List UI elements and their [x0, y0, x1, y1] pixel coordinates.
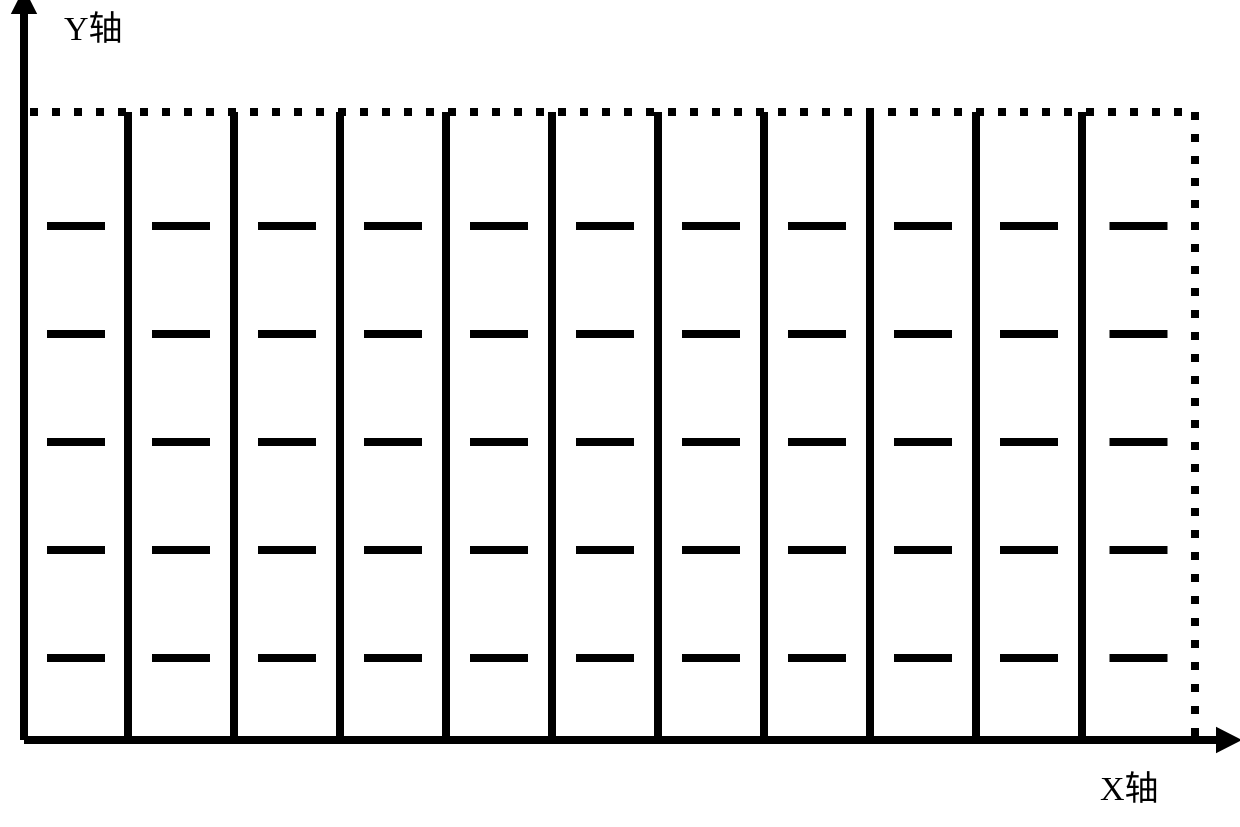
- boundary-dot: [1191, 156, 1199, 164]
- boundary-dot: [1191, 640, 1199, 648]
- boundary-dot: [866, 108, 874, 116]
- boundary-dot: [1191, 420, 1199, 428]
- boundary-dot: [1174, 108, 1182, 116]
- boundary-dot: [822, 108, 830, 116]
- boundary-dot: [1191, 266, 1199, 274]
- boundary-dot: [1191, 354, 1199, 362]
- boundary-dot: [1191, 574, 1199, 582]
- boundary-dot: [580, 108, 588, 116]
- boundary-dot: [1191, 376, 1199, 384]
- boundary-dot: [998, 108, 1006, 116]
- boundary-dot: [1191, 442, 1199, 450]
- boundary-dot: [360, 108, 368, 116]
- boundary-dot: [1191, 486, 1199, 494]
- grid-dotted-boundary: [30, 108, 1199, 736]
- boundary-dot: [228, 108, 236, 116]
- boundary-dot: [1191, 684, 1199, 692]
- boundary-dot: [932, 108, 940, 116]
- boundary-dot: [602, 108, 610, 116]
- x-axis-arrow-icon: [1216, 727, 1240, 753]
- boundary-dot: [404, 108, 412, 116]
- boundary-dot: [470, 108, 478, 116]
- boundary-dot: [646, 108, 654, 116]
- boundary-dot: [52, 108, 60, 116]
- boundary-dot: [1108, 108, 1116, 116]
- boundary-dot: [1191, 310, 1199, 318]
- boundary-dot: [888, 108, 896, 116]
- grid-vertical-lines: [128, 112, 1082, 740]
- boundary-dot: [844, 108, 852, 116]
- boundary-dot: [1191, 728, 1199, 736]
- boundary-dot: [250, 108, 258, 116]
- boundary-dot: [778, 108, 786, 116]
- boundary-dot: [162, 108, 170, 116]
- boundary-dot: [1191, 552, 1199, 560]
- boundary-dot: [1191, 134, 1199, 142]
- boundary-dot: [1191, 662, 1199, 670]
- boundary-dot: [382, 108, 390, 116]
- boundary-dot: [536, 108, 544, 116]
- boundary-dot: [294, 108, 302, 116]
- boundary-dot: [316, 108, 324, 116]
- boundary-dot: [448, 108, 456, 116]
- boundary-dot: [426, 108, 434, 116]
- boundary-dot: [1191, 332, 1199, 340]
- boundary-dot: [30, 108, 38, 116]
- boundary-dot: [1191, 508, 1199, 516]
- boundary-dot: [96, 108, 104, 116]
- boundary-dot: [118, 108, 126, 116]
- boundary-dot: [690, 108, 698, 116]
- boundary-dot: [1191, 178, 1199, 186]
- boundary-dot: [954, 108, 962, 116]
- boundary-dot: [712, 108, 720, 116]
- boundary-dot: [1191, 618, 1199, 626]
- grid-horizontal-dashes: [47, 226, 1168, 658]
- boundary-dot: [1191, 222, 1199, 230]
- boundary-dot: [976, 108, 984, 116]
- boundary-dot: [756, 108, 764, 116]
- boundary-dot: [514, 108, 522, 116]
- boundary-dot: [1191, 530, 1199, 538]
- boundary-dot: [272, 108, 280, 116]
- boundary-dot: [206, 108, 214, 116]
- boundary-dot: [910, 108, 918, 116]
- boundary-dot: [1191, 244, 1199, 252]
- boundary-dot: [1191, 200, 1199, 208]
- boundary-dot: [492, 108, 500, 116]
- boundary-dot: [1191, 706, 1199, 714]
- x-axis-label: X轴: [1100, 770, 1159, 808]
- boundary-dot: [1152, 108, 1160, 116]
- boundary-dot: [1191, 288, 1199, 296]
- boundary-dot: [558, 108, 566, 116]
- boundary-dot: [338, 108, 346, 116]
- boundary-dot: [74, 108, 82, 116]
- boundary-dot: [1191, 464, 1199, 472]
- boundary-dot: [1020, 108, 1028, 116]
- boundary-dot: [624, 108, 632, 116]
- boundary-dot: [1130, 108, 1138, 116]
- boundary-dot: [800, 108, 808, 116]
- boundary-dot: [1191, 596, 1199, 604]
- boundary-dot: [1042, 108, 1050, 116]
- boundary-dot: [668, 108, 676, 116]
- boundary-dot: [734, 108, 742, 116]
- boundary-dot: [1191, 112, 1199, 120]
- boundary-dot: [1191, 398, 1199, 406]
- boundary-dot: [184, 108, 192, 116]
- y-axis-arrow-icon: [11, 0, 37, 14]
- boundary-dot: [140, 108, 148, 116]
- y-axis-label: Y轴: [64, 10, 123, 48]
- boundary-dot: [1086, 108, 1094, 116]
- boundary-dot: [1064, 108, 1072, 116]
